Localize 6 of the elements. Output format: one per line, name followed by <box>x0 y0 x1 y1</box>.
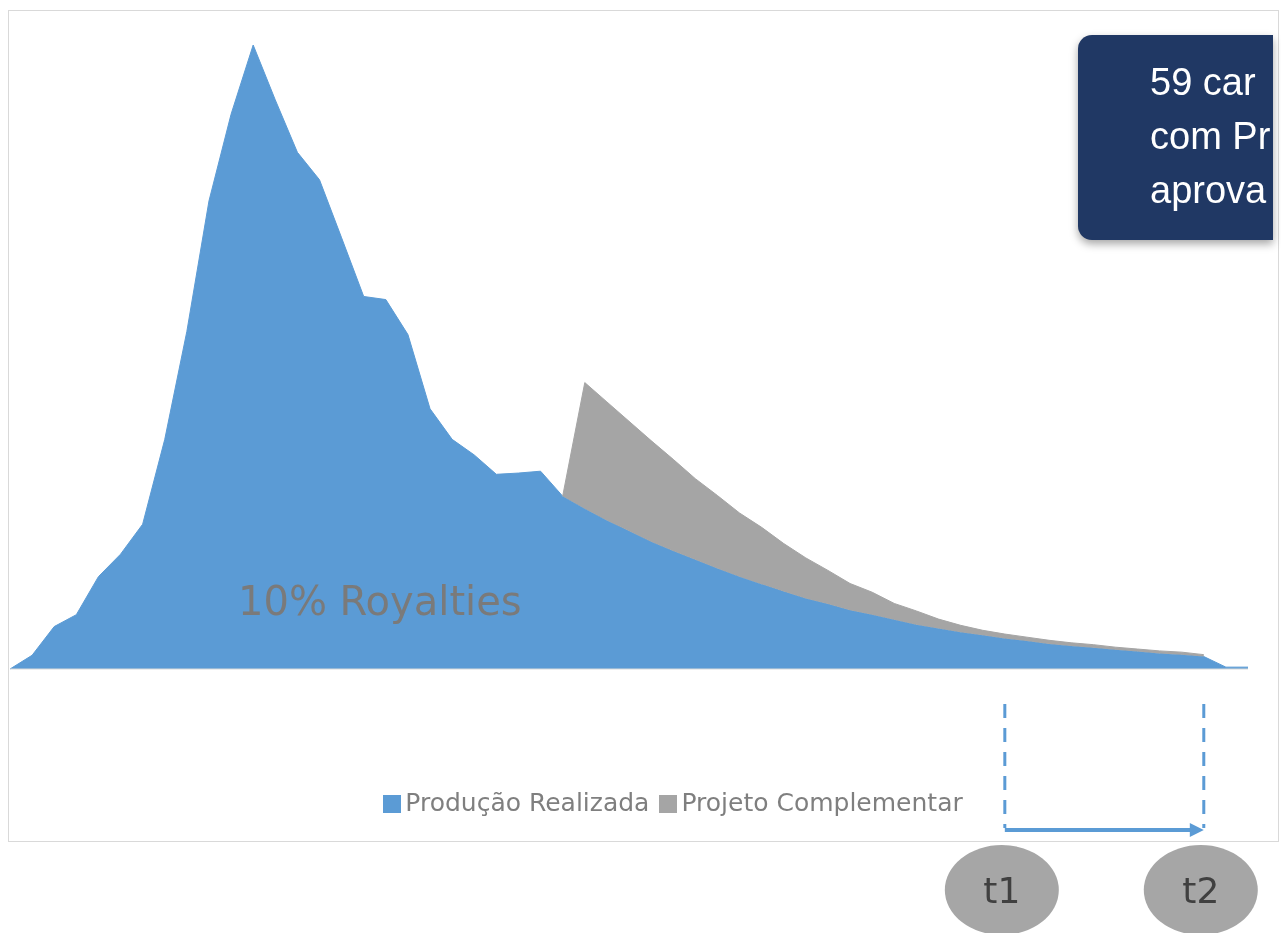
legend-label: Projeto Complementar <box>681 788 963 817</box>
legend-label: Produção Realizada <box>405 788 650 817</box>
annotation: 10% Royalties <box>238 578 522 624</box>
text: t1 <box>983 870 1021 911</box>
annotation: 59 car com Pr aprova <box>1078 35 1273 240</box>
text: t2 <box>1182 870 1220 911</box>
